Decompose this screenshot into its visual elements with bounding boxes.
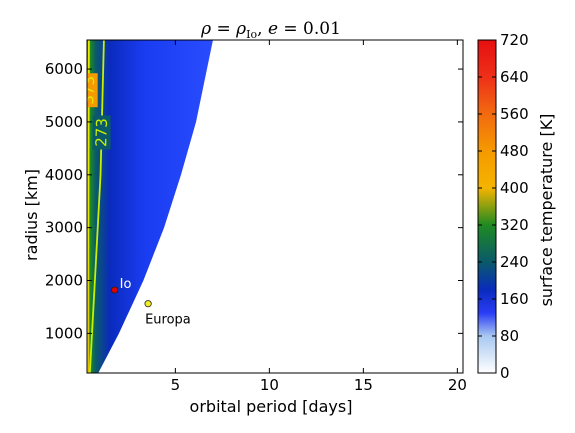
colorbar-tick-label: 400 [500, 179, 529, 197]
y-tick-label: 1000 [45, 324, 83, 342]
colorbar-tick-label: 160 [500, 290, 529, 308]
y-tick-label: 6000 [45, 60, 83, 78]
plot-frame [86, 39, 464, 374]
temperature-field [87, 40, 213, 373]
label-europa: Europa [145, 313, 191, 328]
y-tick-label: 3000 [45, 219, 83, 237]
x-tick-label: 10 [260, 376, 279, 394]
x-tick-label: 15 [354, 376, 373, 394]
contour-label-373: 373 [79, 76, 98, 105]
colorbar-tick-label: 0 [500, 364, 510, 382]
x-tick-label: 5 [171, 376, 181, 394]
colorbar-tick-label: 320 [500, 216, 529, 234]
x-axis-label: orbital period [days] [190, 397, 353, 416]
body-markers: Io Europa [111, 277, 191, 328]
contour-273 [88, 40, 105, 373]
colorbar-tick-label: 720 [500, 31, 529, 49]
chart-title: ρ = ρIo, e = 0.01 [200, 19, 341, 41]
label-io: Io [120, 277, 132, 292]
colorbar-tick-label: 80 [500, 327, 519, 345]
colorbar-tick-label: 480 [500, 142, 529, 160]
colorbar-gradient [477, 39, 497, 374]
colorbar-tick-label: 240 [500, 253, 529, 271]
y-axis-label: radius [km] [22, 169, 41, 261]
y-tick-label: 5000 [45, 113, 83, 131]
x-tick-label: 20 [448, 376, 467, 394]
colorbar-tick-label: 560 [500, 105, 529, 123]
colorbar-tick-label: 640 [500, 68, 529, 86]
colorbar-label: surface temperature [K] [537, 114, 556, 307]
marker-europa [144, 300, 152, 308]
colorbar: 0 80 160 240 320 400 480 560 640 720 surface temp… [477, 31, 556, 382]
x-axis-ticks: 5 10 15 20 [171, 40, 467, 394]
contour-label-bg [87, 73, 98, 108]
y-axis-ticks: 1000 2000 3000 4000 5000 6000 [45, 60, 463, 342]
y-tick-label: 2000 [45, 272, 83, 290]
contour-label-273: 273 [92, 118, 111, 147]
colorbar-ticks: 0 80 160 240 320 400 480 560 640 720 [478, 31, 529, 382]
y-tick-label: 4000 [45, 166, 83, 184]
marker-io [111, 286, 119, 294]
contour-label-bg [92, 115, 111, 150]
